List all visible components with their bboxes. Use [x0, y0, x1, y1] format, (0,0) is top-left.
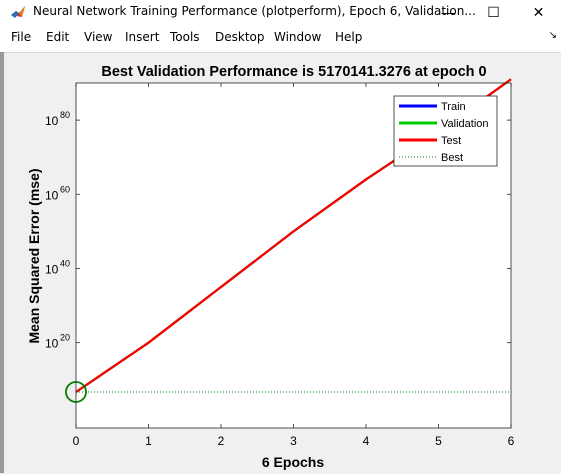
title-bar: Neural Network Training Performance (plo… [0, 0, 561, 24]
x-tick-label: 5 [435, 434, 442, 448]
axes-frame [75, 82, 512, 429]
x-tick-label: 0 [73, 434, 80, 448]
x-axis-label: 6 Epochs [262, 454, 324, 470]
close-icon: ✕ [532, 3, 545, 20]
legend: Train Validation Test Best [393, 95, 498, 167]
figure-area: Best Validation Performance is 5170141.3… [0, 52, 561, 474]
x-tick-labels: 0 1 2 3 4 5 6 [73, 434, 515, 448]
y-tick-exponent: 40 [60, 258, 70, 268]
chart-title: Best Validation Performance is 5170141.3… [101, 64, 486, 80]
maximize-icon: ☐ [487, 3, 500, 20]
y-tick-exponent: 20 [60, 333, 70, 343]
close-button[interactable]: ✕ [516, 0, 561, 24]
y-tick-exponent: 60 [60, 184, 70, 194]
y-axis-label: Mean Squared Error (mse) [26, 168, 42, 343]
window-left-edge [0, 52, 4, 473]
y-tick-exponent: 80 [60, 110, 70, 120]
menu-insert[interactable]: Insert [125, 30, 160, 44]
menu-file[interactable]: File [11, 30, 32, 44]
window-title: Neural Network Training Performance (plo… [33, 4, 476, 18]
x-tick-label: 2 [218, 434, 225, 448]
menu-view[interactable]: View [84, 30, 113, 44]
y-tick-label: 10 [45, 114, 59, 128]
minimize-icon: — [441, 4, 456, 20]
x-tick-label: 6 [508, 434, 515, 448]
menu-help[interactable]: Help [335, 30, 363, 44]
menu-bar: File Edit View Insert Tools Desktop Wind… [0, 26, 561, 48]
legend-test-label: Test [441, 135, 461, 147]
matlab-icon [11, 6, 25, 18]
x-tick-label: 4 [363, 434, 370, 448]
minimize-button[interactable]: — [426, 0, 471, 24]
legend-best-label: Best [441, 152, 463, 164]
y-tick-label: 10 [45, 337, 59, 351]
axis-ticks [75, 83, 512, 428]
maximize-button[interactable]: ☐ [471, 0, 516, 24]
y-tick-label: 10 [45, 262, 59, 276]
menu-tools[interactable]: Tools [170, 30, 200, 44]
performance-chart: Best Validation Performance is 5170141.3… [26, 64, 515, 470]
dock-arrow-icon[interactable]: ↘ [548, 30, 557, 41]
x-tick-label: 1 [145, 434, 152, 448]
y-tick-label: 10 [45, 188, 59, 202]
menu-edit[interactable]: Edit [46, 30, 70, 44]
legend-validation-label: Validation [441, 118, 489, 130]
x-tick-label: 3 [290, 434, 297, 448]
menu-desktop[interactable]: Desktop [215, 30, 265, 44]
menu-window[interactable]: Window [274, 30, 322, 44]
legend-box [393, 95, 498, 167]
legend-train-label: Train [441, 101, 466, 113]
